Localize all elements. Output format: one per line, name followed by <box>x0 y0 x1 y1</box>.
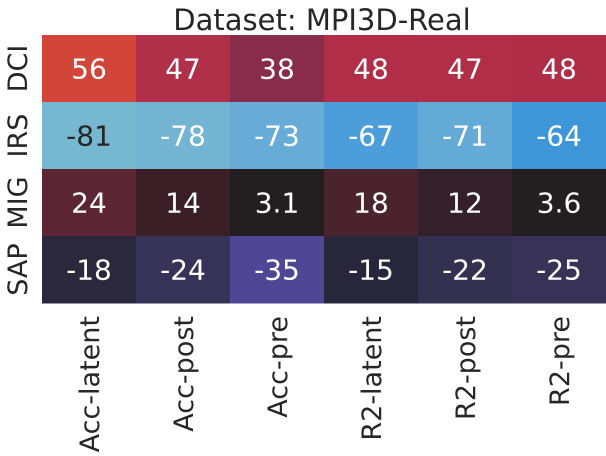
heatmap-cell-mig-acc-pre <box>230 169 325 237</box>
heatmap-cell-irs-r2-post <box>418 102 513 170</box>
cell-value-label: 18 <box>353 187 389 220</box>
cell-value-label: 24 <box>71 187 107 220</box>
x-tick-label-acc-pre: Acc-pre <box>263 316 294 418</box>
heatmap-cell-mig-r2-latent <box>324 169 419 237</box>
heatmap-cell-dci-acc-post <box>136 35 231 103</box>
cell-value-label: 48 <box>541 53 577 86</box>
cell-value-label: -15 <box>348 254 394 287</box>
cell-value-label: 12 <box>447 187 483 220</box>
x-tick-label-r2-post: R2-post <box>451 316 482 420</box>
heatmap-cell-irs-r2-pre <box>512 102 606 170</box>
heatmap-cell-dci-r2-latent <box>324 35 419 103</box>
x-tick-label-acc-latent: Acc-latent <box>75 316 106 452</box>
cell-value-label: -35 <box>254 254 300 287</box>
heatmap-cell-sap-r2-latent <box>324 236 419 304</box>
x-axis-tick-labels: Acc-latent Acc-post Acc-pre R2-latent R2-pos… <box>75 316 576 452</box>
cell-value-label: 3.6 <box>537 187 582 220</box>
heatmap-cell-irs-acc-post <box>136 102 231 170</box>
heatmap-cell-sap-r2-pre <box>512 236 606 304</box>
cell-value-label: -73 <box>254 120 300 153</box>
cell-value-label: 3.1 <box>255 187 300 220</box>
cell-value-label: -67 <box>348 120 394 153</box>
y-tick-label-mig: MIG <box>3 176 34 228</box>
heatmap-cell-irs-acc-latent <box>42 102 137 170</box>
cell-value-label: -71 <box>442 120 488 153</box>
heatmap-cell-irs-acc-pre <box>230 102 325 170</box>
x-tick-label-acc-post: Acc-post <box>169 316 200 432</box>
cell-value-label: -22 <box>442 254 488 287</box>
y-tick-label-irs: IRS <box>3 114 34 158</box>
cell-value-label: -78 <box>160 120 206 153</box>
heatmap-value-labels: 56 47 38 48 47 48 -81 -78 -73 -67 -71 -64 24 14 3.1 18 1… <box>66 53 582 287</box>
heatmap-cell-dci-acc-pre <box>230 35 325 103</box>
y-tick-label-sap: SAP <box>3 243 34 295</box>
heatmap-cell-sap-acc-post <box>136 236 231 304</box>
cell-value-label: 56 <box>71 53 107 86</box>
heatmap-cell-mig-r2-post <box>418 169 513 237</box>
heatmap-cell-dci-acc-latent <box>42 35 137 103</box>
x-tick-label-r2-pre: R2-pre <box>545 316 576 406</box>
y-tick-label-dci: DCI <box>3 45 34 93</box>
heatmap-cell-mig-acc-post <box>136 169 231 237</box>
heatmap-cell-mig-acc-latent <box>42 169 137 237</box>
cell-value-label: -64 <box>536 120 582 153</box>
chart-title: Dataset: MPI3D-Real <box>173 3 470 37</box>
cell-value-label: 38 <box>259 53 295 86</box>
cell-value-label: -24 <box>160 254 206 287</box>
cell-value-label: -81 <box>66 120 112 153</box>
cell-value-label: -25 <box>536 254 582 287</box>
heatmap-cell-sap-acc-latent <box>42 236 137 304</box>
cell-value-label: 14 <box>165 187 201 220</box>
cell-value-label: 47 <box>447 53 483 86</box>
heatmap-cells <box>42 35 606 304</box>
heatmap-cell-dci-r2-pre <box>512 35 606 103</box>
heatmap-cell-sap-acc-pre <box>230 236 325 304</box>
y-axis-tick-labels: DCI IRS MIG SAP <box>3 45 34 296</box>
heatmap-cell-irs-r2-latent <box>324 102 419 170</box>
x-tick-label-r2-latent: R2-latent <box>357 316 388 441</box>
cell-value-label: 48 <box>353 53 389 86</box>
heatmap-cell-sap-r2-post <box>418 236 513 304</box>
cell-value-label: 47 <box>165 53 201 86</box>
heatmap-cell-mig-r2-pre <box>512 169 606 237</box>
heatmap-cell-dci-r2-post <box>418 35 513 103</box>
cell-value-label: -18 <box>66 254 112 287</box>
